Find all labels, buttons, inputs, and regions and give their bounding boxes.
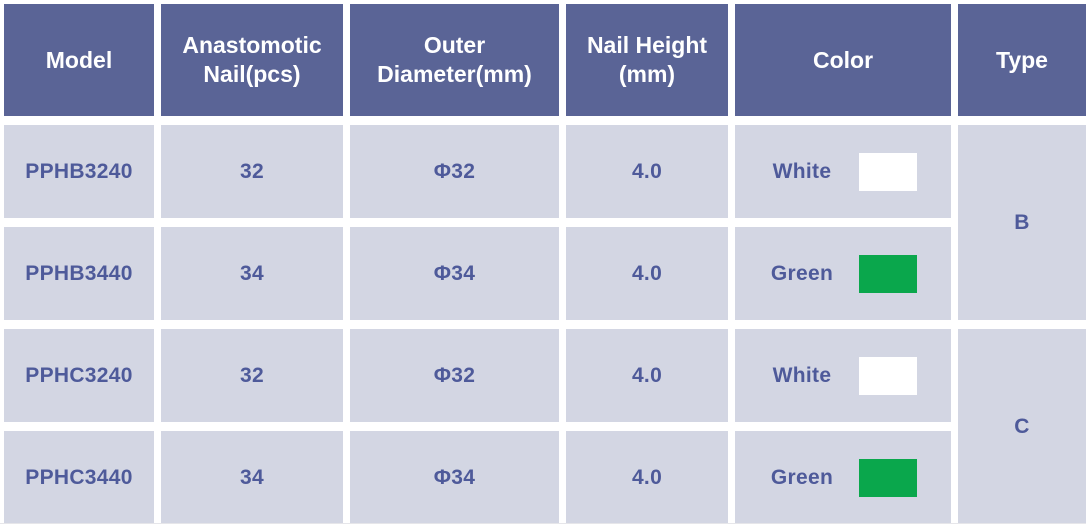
- header-cell-outer-diameter: Outer Diameter(mm): [350, 4, 559, 116]
- nail-height-cell: 4.0: [566, 431, 728, 524]
- color-label: White: [772, 159, 832, 183]
- nail-height-cell: 4.0: [566, 329, 728, 422]
- header-cell-color: Color: [735, 4, 951, 116]
- outer-diameter-cell: Φ32: [350, 329, 559, 422]
- bottom-divider: [0, 523, 1086, 524]
- outer-diameter-cell: Φ34: [350, 227, 559, 320]
- color-swatch: [859, 254, 917, 293]
- color-cell: White: [735, 329, 951, 422]
- color-label: Green: [770, 261, 834, 285]
- type-group-cell-c: C: [958, 329, 1086, 524]
- type-group-cell-b: B: [958, 125, 1086, 320]
- color-cell: Green: [735, 227, 951, 320]
- header-cell-model: Model: [4, 4, 154, 116]
- model-cell: PPHB3240: [4, 125, 154, 218]
- model-cell: PPHC3440: [4, 431, 154, 524]
- model-cell: PPHC3240: [4, 329, 154, 422]
- header-cell-type: Type: [958, 4, 1086, 116]
- color-swatch: [859, 356, 917, 395]
- anastomotic-nail-cell: 34: [161, 431, 343, 524]
- color-cell: White: [735, 125, 951, 218]
- anastomotic-nail-cell: 34: [161, 227, 343, 320]
- model-cell: PPHB3440: [4, 227, 154, 320]
- color-cell: Green: [735, 431, 951, 524]
- header-cell-nail-height: Nail Height (mm): [566, 4, 728, 116]
- nail-height-cell: 4.0: [566, 125, 728, 218]
- outer-diameter-cell: Φ32: [350, 125, 559, 218]
- anastomotic-nail-cell: 32: [161, 125, 343, 218]
- outer-diameter-cell: Φ34: [350, 431, 559, 524]
- anastomotic-nail-cell: 32: [161, 329, 343, 422]
- header-cell-anastomotic-nail: Anastomotic Nail(pcs): [161, 4, 343, 116]
- color-label: White: [772, 363, 832, 387]
- nail-height-cell: 4.0: [566, 227, 728, 320]
- color-swatch: [859, 152, 917, 191]
- color-label: Green: [770, 465, 834, 489]
- color-swatch: [859, 458, 917, 497]
